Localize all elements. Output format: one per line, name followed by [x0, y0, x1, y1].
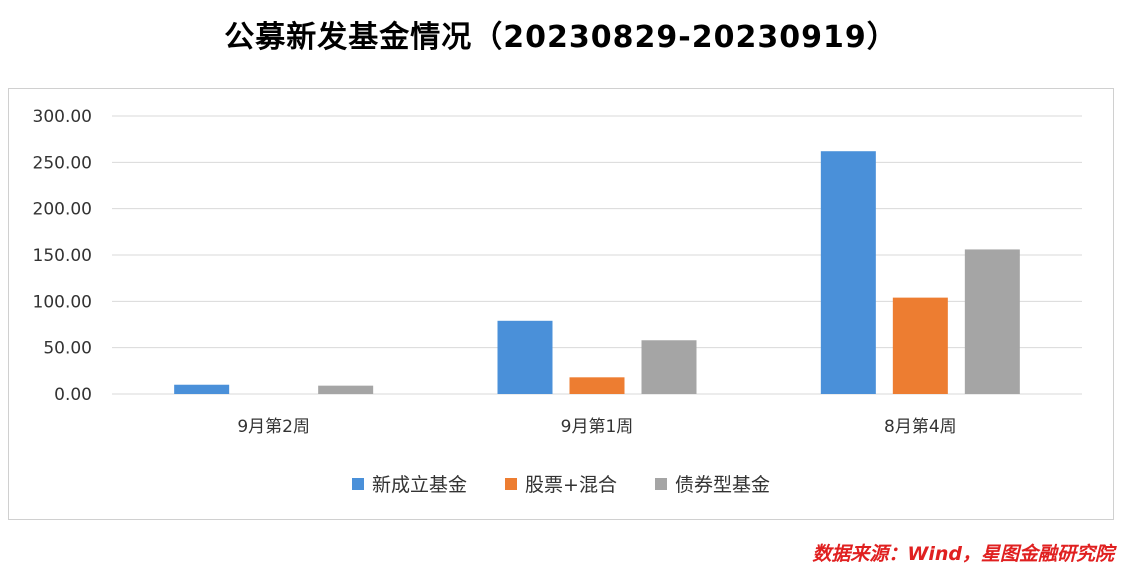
chart-title: 公募新发基金情况（20230829-20230919） — [224, 20, 898, 55]
bar — [497, 320, 553, 394]
legend-item-bond-funds: 债券型基金 — [654, 470, 770, 497]
legend-label-bond-funds: 债券型基金 — [674, 474, 770, 496]
legend-item-equity-mixed: 股票+混合 — [505, 470, 617, 497]
legend-item-new-funds: 新成立基金 — [352, 470, 467, 497]
y-tick-label: 150.00 — [33, 246, 92, 266]
legend-swatch-new-funds — [352, 477, 365, 490]
y-tick-label: 100.00 — [33, 292, 92, 312]
legend-swatch-equity-mixed — [505, 477, 518, 490]
x-category-label: 9月第1周 — [561, 417, 634, 437]
bar — [174, 384, 230, 394]
legend-label-new-funds: 新成立基金 — [372, 474, 468, 496]
bar — [820, 151, 876, 394]
x-category-label: 8月第4周 — [884, 417, 957, 437]
bar — [892, 297, 948, 394]
y-tick-label: 50.00 — [43, 339, 92, 359]
y-tick-label: 300.00 — [33, 107, 92, 127]
source-note: 数据来源：Wind，星图金融研究院 — [812, 543, 1114, 565]
legend-swatch-bond-funds — [654, 477, 667, 490]
bar — [641, 340, 697, 394]
bar — [318, 385, 374, 394]
legend-label-equity-mixed: 股票+混合 — [525, 474, 617, 496]
bar — [569, 377, 625, 394]
x-category-label: 9月第2周 — [237, 417, 310, 437]
y-tick-label: 200.00 — [33, 200, 92, 220]
y-tick-label: 0.00 — [54, 385, 92, 405]
y-tick-label: 250.00 — [33, 153, 92, 173]
legend: 新成立基金 股票+混合 债券型基金 — [0, 470, 1122, 497]
bar — [964, 249, 1020, 394]
